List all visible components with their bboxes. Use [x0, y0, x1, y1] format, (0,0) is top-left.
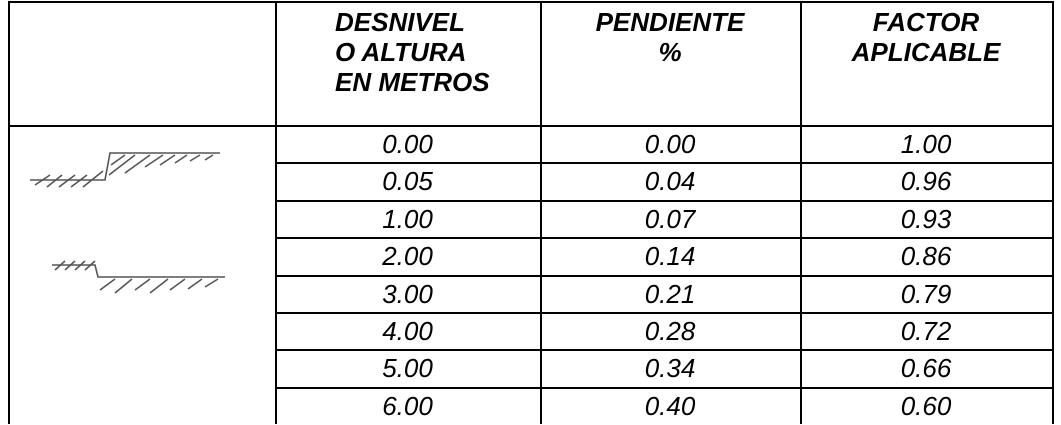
header-text: % [540, 38, 800, 66]
table-cell: 0.79 [800, 276, 1052, 313]
table-cell: 0.21 [540, 276, 800, 313]
table-cell: 0.04 [540, 163, 800, 200]
table-cell: 0.66 [800, 350, 1052, 387]
table-page: DESNIVELO ALTURAEN METROS PENDIENTE%FACTO… [0, 0, 1061, 424]
table-cell: 0.28 [540, 313, 800, 350]
table-cell: 0.40 [540, 388, 800, 425]
header-text: APLICABLE [800, 38, 1052, 66]
table-cell: 0.34 [540, 350, 800, 387]
table-cell: 1.00 [275, 201, 540, 238]
table-cell: 0.07 [540, 201, 800, 238]
table-cell: 0.96 [800, 163, 1052, 200]
table-cell: 0.00 [275, 126, 540, 163]
table-cell: 2.00 [275, 238, 540, 275]
column-line [8, 1, 10, 424]
header-text: PENDIENTE [540, 8, 800, 36]
table-cell: 0.86 [800, 238, 1052, 275]
border-line [8, 1, 1054, 3]
table-cell: 0.93 [800, 201, 1052, 238]
table-cell: 1.00 [800, 126, 1052, 163]
table-cell: 5.00 [275, 350, 540, 387]
header-text: O ALTURA [335, 38, 540, 66]
column-line [1052, 1, 1054, 424]
table-cell: 4.00 [275, 313, 540, 350]
table-cell: 0.72 [800, 313, 1052, 350]
table-cell: 0.60 [800, 388, 1052, 425]
header-text: DESNIVEL [335, 8, 540, 36]
table-cell: 0.14 [540, 238, 800, 275]
table-cell: 0.00 [540, 126, 800, 163]
table-cell: 3.00 [275, 276, 540, 313]
terrain-icon-slope [25, 145, 225, 190]
header-text: EN METROS [335, 68, 540, 96]
terrain-icon-step [50, 255, 230, 300]
table-cell: 0.05 [275, 163, 540, 200]
header-text: FACTOR [800, 8, 1052, 36]
table-cell: 6.00 [275, 388, 540, 425]
